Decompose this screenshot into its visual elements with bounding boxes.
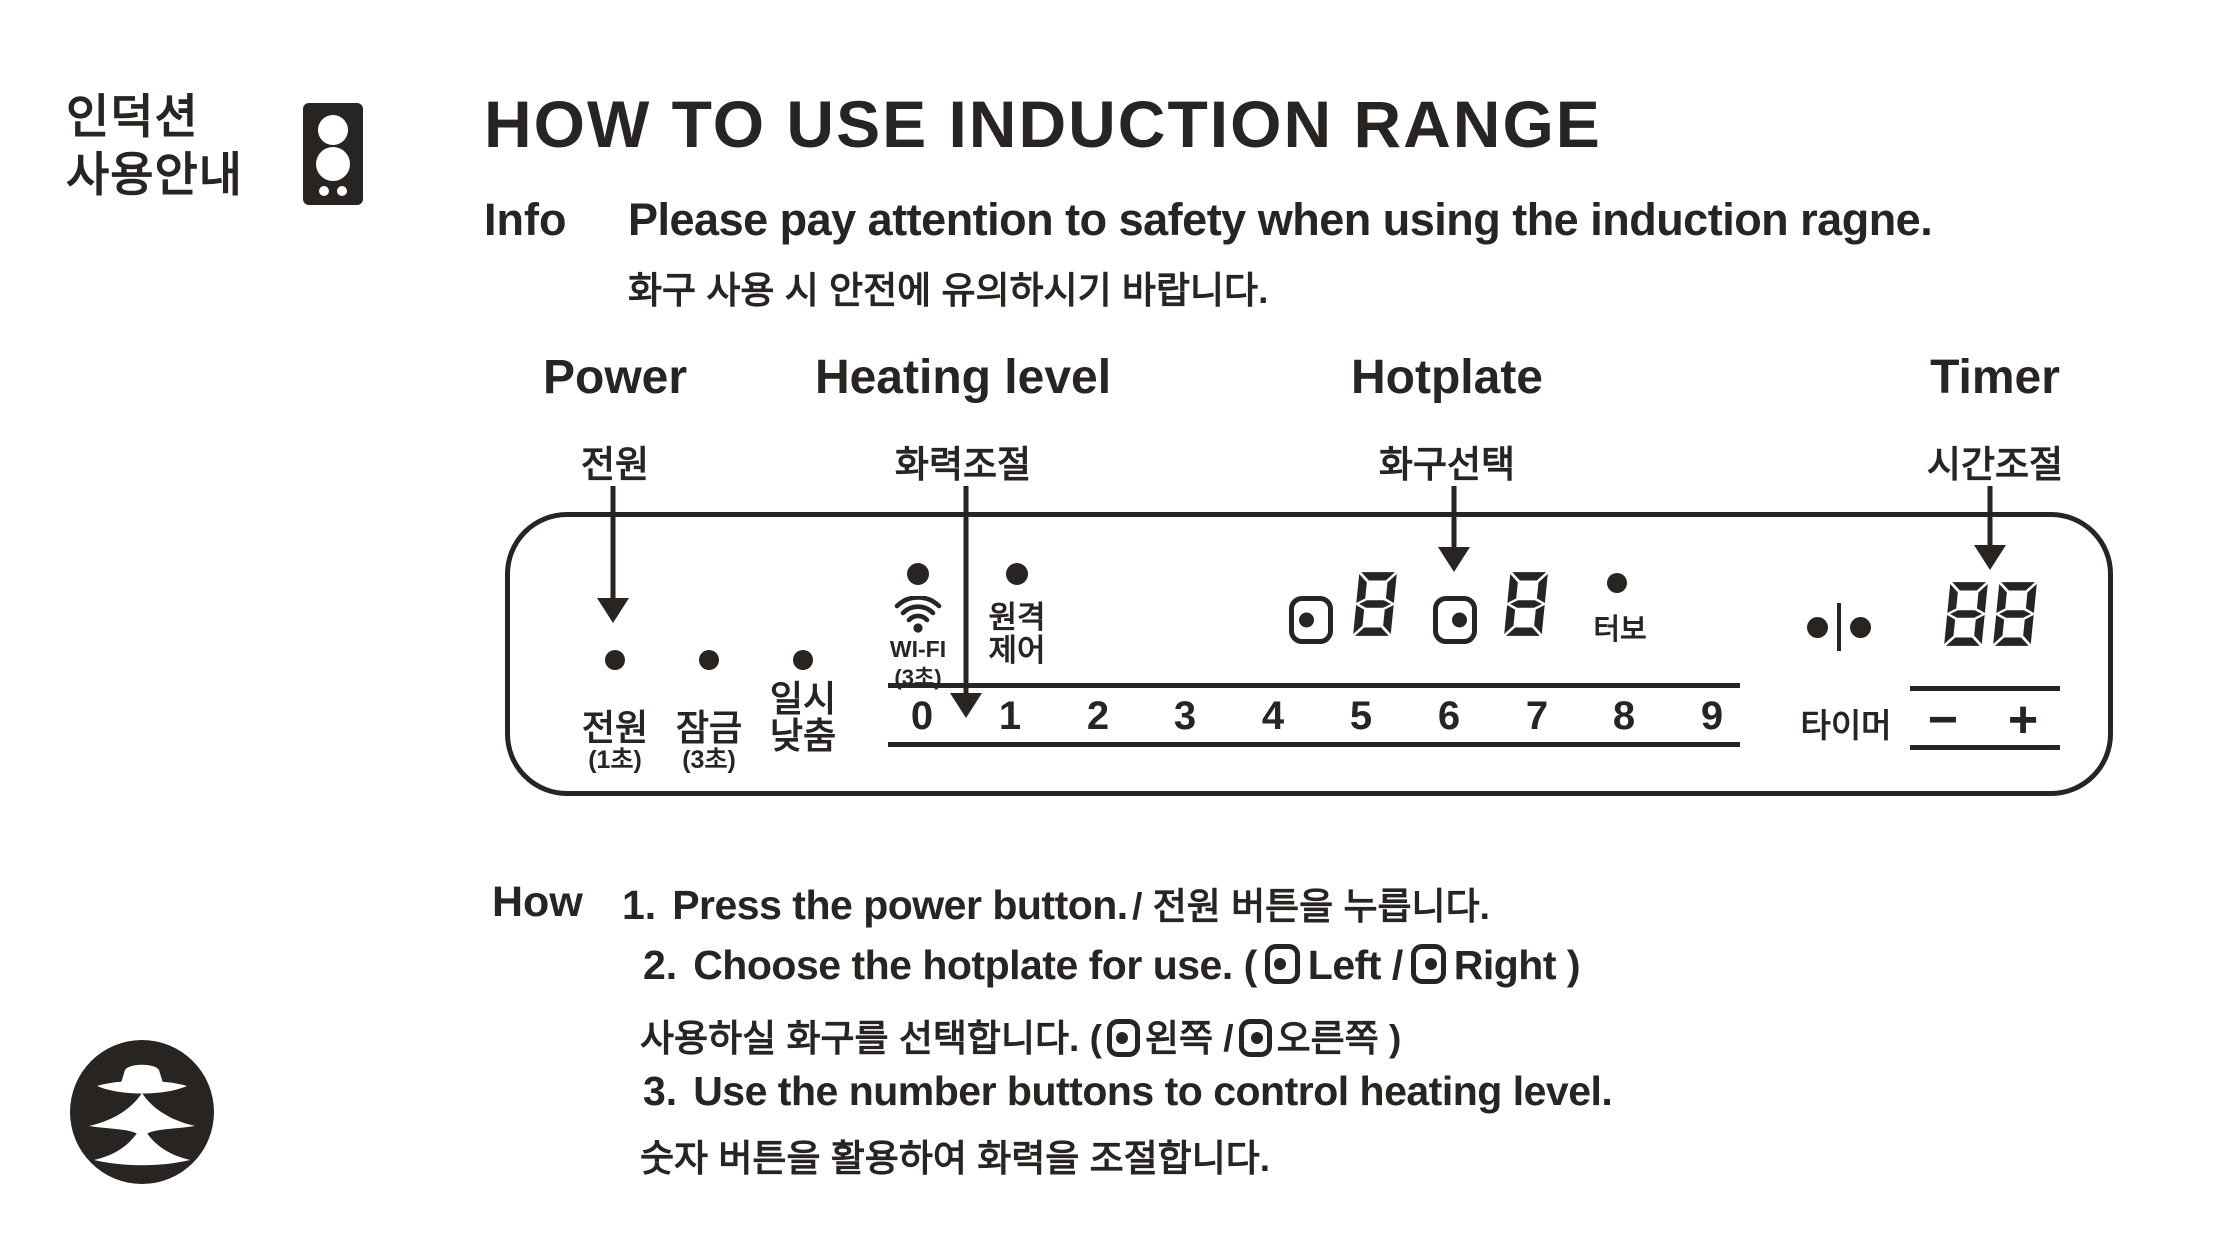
timer-strip-top-line xyxy=(1910,686,2060,691)
number-button-8: 8 xyxy=(1612,694,1636,738)
number-strip-top-line xyxy=(888,683,1740,688)
left-hotplate-icon xyxy=(1289,596,1333,644)
control-panel xyxy=(505,512,2113,796)
left-hotplate-inline-icon-ko xyxy=(1106,1019,1140,1057)
lock-button-sub: (3초) xyxy=(682,746,736,774)
number-button-0: 0 xyxy=(910,694,934,738)
left-hotplate-display xyxy=(1352,571,1398,642)
how-step-1: 1. Press the power button. / 전원 버튼을 누릅니다. xyxy=(622,876,1490,930)
callout-power-en: Power xyxy=(542,351,688,404)
right-hotplate-inline-icon-ko xyxy=(1238,1019,1272,1057)
how-step-2-korean: 사용하실 화구를 선택합니다. ( 왼쪽 / 오른쪽 ) xyxy=(640,1008,1401,1062)
timer-right-dot xyxy=(1850,617,1871,638)
remote-button-label: 원격 제어 xyxy=(988,600,1046,668)
how-step-3-korean: 숫자 버튼을 활용하여 화력을 조절합니다. xyxy=(640,1128,1270,1182)
page-title: HOW TO USE INDUCTION RANGE xyxy=(484,87,1602,161)
step-2-ko-left: 왼쪽 / xyxy=(1144,1018,1234,1059)
brand-line-2: 사용안내 xyxy=(66,148,243,201)
callout-timer-ko: 시간조절 xyxy=(1926,444,2064,485)
how-label: How xyxy=(492,878,583,926)
turbo-label: 터보 xyxy=(1593,614,1647,646)
lock-button-label: 잠금 xyxy=(675,707,743,748)
lock-button-dot xyxy=(699,650,719,670)
power-button-label: 전원 xyxy=(581,707,649,748)
left-hotplate-inline-icon xyxy=(1264,944,1300,984)
timer-display xyxy=(1943,580,1989,653)
induction-cooktop-icon xyxy=(303,103,363,210)
number-button-1: 1 xyxy=(998,694,1022,738)
timer-left-dot xyxy=(1807,617,1828,638)
brand-logo xyxy=(68,1038,216,1191)
wifi-button-label: WI-FI xyxy=(889,636,947,662)
step-2-text-left: Left / xyxy=(1307,942,1403,988)
step-3-number: 3. xyxy=(643,1068,678,1114)
step-2-text-right: Right ) xyxy=(1453,942,1581,988)
info-text-korean: 화구 사용 시 안전에 유의하시기 바랍니다. xyxy=(628,270,1269,311)
step-1-text-en: Press the power button. xyxy=(672,882,1128,928)
step-1-number: 1. xyxy=(622,882,657,928)
hotplate-arrow xyxy=(1438,486,1470,572)
timer-plus-button: + xyxy=(2007,691,2039,749)
step-2-ko-pre: 사용하실 화구를 선택합니다. ( xyxy=(640,1018,1102,1059)
callout-power-ko: 전원 xyxy=(580,444,650,485)
number-button-7: 7 xyxy=(1525,694,1549,738)
callout-timer-en: Timer xyxy=(1930,351,2060,404)
timer-divider-line xyxy=(1837,603,1841,651)
how-step-2: 2. Choose the hotplate for use. ( Left / Ri… xyxy=(643,942,1581,989)
turbo-button-dot xyxy=(1607,573,1627,593)
number-button-9: 9 xyxy=(1700,694,1724,738)
callout-hotplate-ko: 화구선택 xyxy=(1378,444,1516,485)
number-strip-bottom-line xyxy=(888,742,1740,747)
pause-button-dot xyxy=(793,650,813,670)
number-button-6: 6 xyxy=(1437,694,1461,738)
how-step-3: 3. Use the number buttons to control heat… xyxy=(643,1068,1613,1115)
right-hotplate-display xyxy=(1503,571,1549,642)
step-3-text-en: Use the number buttons to control heatin… xyxy=(693,1068,1613,1114)
power-button-dot xyxy=(605,650,625,670)
callout-heating-ko: 화력조절 xyxy=(894,444,1032,485)
power-arrow xyxy=(597,486,629,623)
timer-minus-button: − xyxy=(1927,691,1959,749)
info-text-english: Please pay attention to safety when usin… xyxy=(628,194,1933,245)
timer-display-digit-2 xyxy=(1992,580,2038,653)
step-3-text-ko: 숫자 버튼을 활용하여 화력을 조절합니다. xyxy=(640,1138,1271,1179)
pause-button-label: 일시 낮춤 xyxy=(769,678,837,756)
remote-button-dot xyxy=(1006,563,1028,585)
power-button-sub: (1초) xyxy=(588,746,642,774)
wifi-button-dot xyxy=(907,563,929,585)
info-label: Info xyxy=(484,194,567,245)
wifi-icon xyxy=(894,595,942,639)
step-2-number: 2. xyxy=(643,942,678,988)
step-2-ko-right: 오른쪽 ) xyxy=(1276,1018,1402,1059)
number-button-2: 2 xyxy=(1086,694,1110,738)
heating-arrow xyxy=(950,486,982,718)
right-hotplate-icon xyxy=(1433,596,1477,644)
timer-strip-bottom-line xyxy=(1910,745,2060,750)
brand-line-1: 인덕션 xyxy=(66,90,199,143)
step-2-text-pre: Choose the hotplate for use. ( xyxy=(693,942,1257,988)
step-1-text-ko: / 전원 버튼을 누릅니다. xyxy=(1132,886,1490,927)
timer-label: 타이머 xyxy=(1800,707,1892,744)
number-button-4: 4 xyxy=(1261,694,1285,738)
right-hotplate-inline-icon xyxy=(1410,944,1446,984)
number-button-5: 5 xyxy=(1349,694,1373,738)
callout-heating-en: Heating level xyxy=(814,351,1112,404)
brand-korean-title: 인덕션 사용안내 xyxy=(66,88,243,204)
callout-hotplate-en: Hotplate xyxy=(1351,351,1543,404)
number-button-3: 3 xyxy=(1173,694,1197,738)
